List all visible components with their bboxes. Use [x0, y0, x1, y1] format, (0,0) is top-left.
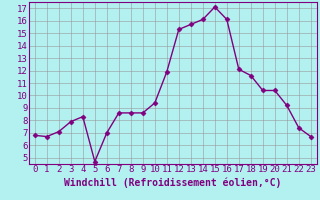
X-axis label: Windchill (Refroidissement éolien,°C): Windchill (Refroidissement éolien,°C)	[64, 177, 282, 188]
